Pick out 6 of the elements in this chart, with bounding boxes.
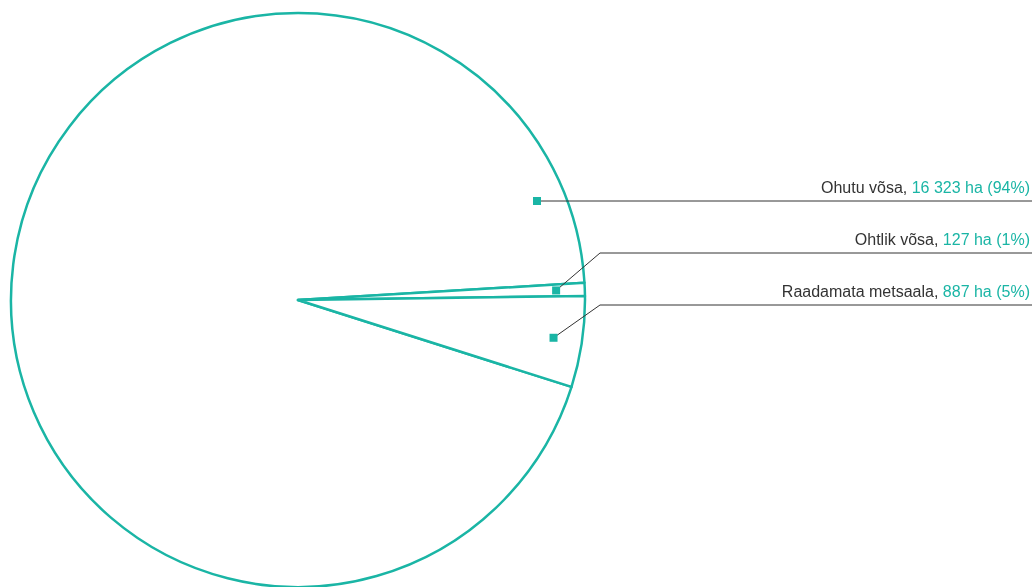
slice-label: Ohtlik võsa [854, 231, 934, 248]
data-label: , 887 ha (5%) [933, 283, 1030, 300]
data-label: , 127 ha (1%) [933, 231, 1030, 248]
slice-label: Ohutu võsa [820, 179, 903, 196]
data-label: , 16 323 ha (94%) [902, 179, 1030, 196]
slice-label: Raadamata metsaala [781, 283, 934, 300]
